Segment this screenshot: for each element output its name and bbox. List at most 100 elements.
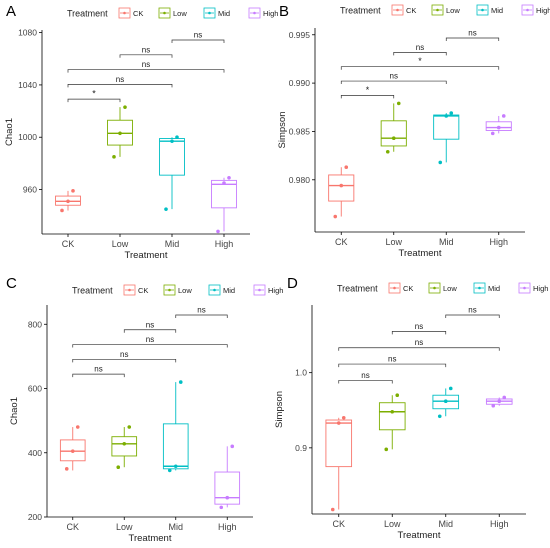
- legend-title: Treatment: [340, 6, 381, 16]
- data-point: [336, 421, 341, 425]
- data-point: [222, 181, 226, 185]
- legend-key-point: [253, 11, 256, 15]
- data-point: [116, 465, 121, 470]
- legend-title: Treatment: [72, 286, 113, 296]
- data-point: [122, 441, 127, 446]
- y-tick-label: 200: [28, 512, 42, 522]
- comparison-bracket: [338, 380, 393, 384]
- box-body: [328, 174, 355, 202]
- x-axis-title: Treatment: [129, 533, 172, 543]
- box-high: [211, 175, 237, 234]
- legend-item-low: Low: [158, 7, 187, 19]
- legend-label: Low: [173, 9, 187, 18]
- data-point: [118, 131, 122, 136]
- data-point: [491, 403, 496, 408]
- data-point: [385, 149, 390, 154]
- comparison-label: ns: [142, 60, 150, 69]
- legend-label: Mid: [488, 284, 500, 293]
- box-high: [485, 114, 512, 136]
- comparison-bracket: [171, 39, 225, 43]
- data-point: [230, 444, 235, 449]
- x-axis-title: Treatment: [399, 248, 442, 259]
- comparison-label: ns: [415, 322, 423, 331]
- comparison-label: ns: [468, 29, 476, 38]
- box-high: [214, 444, 241, 510]
- comparison-bracket: [340, 66, 500, 70]
- comparison-bracket: [67, 84, 173, 88]
- legend-label: CK: [138, 286, 148, 295]
- x-tick-label: Mid: [165, 239, 180, 249]
- comparison-label: *: [92, 89, 96, 99]
- box-mid: [162, 380, 189, 473]
- comparison-0-2: ns: [338, 355, 447, 368]
- legend-key-point: [163, 11, 166, 15]
- data-point: [384, 447, 389, 452]
- comparison-0-1: *: [340, 85, 395, 99]
- legend-item-mid: Mid: [208, 284, 235, 296]
- comparison-label: *: [418, 56, 422, 66]
- y-tick-label: 1000: [18, 132, 37, 142]
- comparison-label: ns: [120, 350, 128, 359]
- legend-label: Low: [178, 286, 192, 295]
- data-point: [71, 189, 75, 193]
- comparison-label: ns: [94, 365, 102, 374]
- data-point: [216, 229, 220, 234]
- x-tick-label: Low: [384, 519, 401, 529]
- comparison-label: ns: [468, 306, 476, 315]
- box-ck: [325, 415, 353, 512]
- legend-key-point: [436, 8, 439, 12]
- legend-label: High: [263, 9, 278, 18]
- comparison-0-2: ns: [67, 75, 173, 88]
- box-low: [378, 393, 406, 452]
- legend-label: Mid: [223, 286, 235, 295]
- legend-key-point: [123, 11, 126, 15]
- legend-item-ck: CK: [391, 4, 416, 16]
- y-tick-label: 1080: [18, 28, 37, 38]
- comparison-label: ns: [390, 72, 398, 81]
- comparison-bracket: [123, 329, 177, 333]
- legend-label: High: [536, 6, 550, 15]
- legend-title: Treatment: [67, 9, 108, 19]
- box-low: [380, 101, 407, 154]
- legend-item-high: High: [521, 4, 550, 16]
- data-point: [112, 155, 116, 159]
- box-ck: [59, 425, 86, 471]
- x-tick-label: CK: [62, 239, 75, 249]
- box-mid: [159, 135, 185, 211]
- panel-a: A Treatment CK Low Mid High 960 1000 1040 1080 CK L…: [4, 3, 278, 261]
- legend-key-point: [168, 288, 171, 292]
- comparison-bracket: [393, 52, 447, 56]
- y-axis-title: Chao1: [9, 397, 20, 425]
- legend-item-ck: CK: [123, 284, 148, 296]
- legend-item-low: Low: [431, 4, 460, 16]
- y-tick-label: 0.980: [289, 175, 311, 185]
- legend-key-point: [128, 288, 131, 292]
- comparison-bracket: [119, 54, 173, 58]
- comparison-label: ns: [197, 306, 205, 315]
- comparison-0-3: ns: [72, 335, 228, 348]
- panel-b: B Treatment CK Low Mid High 0.980 0.985 0.990 0.9…: [277, 3, 550, 259]
- legend-key-point: [481, 8, 484, 12]
- data-point: [123, 105, 127, 109]
- legend-label: CK: [133, 9, 143, 18]
- data-point: [449, 111, 454, 115]
- x-tick-label: High: [490, 519, 509, 529]
- box-ck: [55, 189, 81, 213]
- data-point: [448, 386, 453, 391]
- y-tick-label: 600: [28, 384, 42, 394]
- data-point: [66, 199, 70, 204]
- data-point: [501, 114, 506, 118]
- y-tick-label: 0.9: [295, 443, 307, 453]
- box-low: [111, 425, 138, 470]
- legend-label: Mid: [218, 9, 230, 18]
- comparison-bracket: [72, 358, 177, 363]
- panel-d: D Treatment CK Low Mid High 0.9 1.0 CK Low Mid High…: [274, 275, 548, 541]
- data-point: [60, 208, 64, 213]
- legend-item-ck: CK: [118, 7, 143, 19]
- data-point: [391, 136, 396, 141]
- comparison-1-2: ns: [123, 320, 177, 333]
- data-point: [396, 101, 401, 106]
- legend-label: CK: [403, 284, 413, 293]
